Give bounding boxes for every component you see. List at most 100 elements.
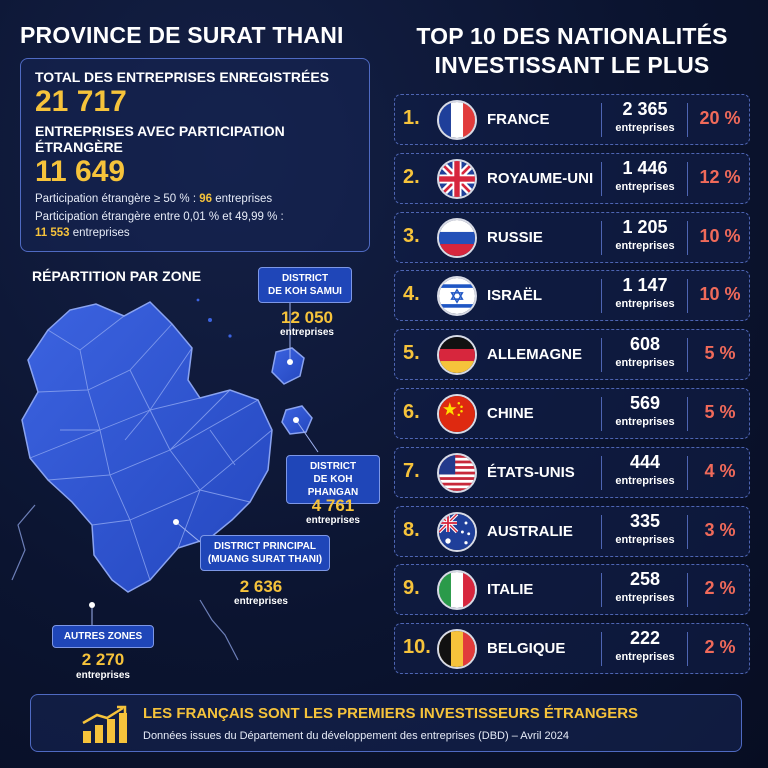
percentage: 2 % [704, 637, 736, 658]
country-name: AUSTRALIE [487, 522, 573, 540]
islet [208, 318, 212, 322]
ranking-row: 9. ITALIE 258 entreprises 2 % [394, 564, 750, 616]
row-divider [687, 514, 688, 549]
row-divider [601, 279, 602, 314]
country-name: FRANCE [487, 111, 550, 128]
usa-flag [437, 452, 477, 493]
country-name: BELGIQUE [487, 640, 566, 658]
row-divider [687, 455, 688, 490]
zone-koh-samui-value: 12 050 [281, 308, 333, 327]
zone-callout-other-zones: AUTRES ZONES [52, 625, 154, 648]
russia-flag [437, 217, 477, 258]
uk-flag [437, 158, 477, 199]
percentage: 20 % [699, 108, 741, 128]
participation-majority-text: Participation étrangère ≥ 50 % : [35, 193, 197, 205]
row-divider [601, 220, 602, 255]
border-line-west [11, 504, 36, 581]
percentage: 4 % [704, 460, 736, 481]
france-flag [437, 100, 477, 140]
company-count: 608 [629, 334, 661, 355]
zone-main-district-unit: entreprises [234, 596, 288, 607]
company-count-unit: entreprises [615, 122, 675, 134]
country-name: ROYAUME-UNI [487, 169, 594, 187]
country-name: RUSSIE [487, 228, 543, 246]
rank-number: 10. [403, 636, 431, 659]
rank-number: 9. [403, 577, 420, 600]
row-divider [601, 397, 602, 431]
zone-koh-samui-unit: entreprises [280, 327, 334, 338]
company-count-unit: entreprises [615, 651, 675, 664]
company-count: 569 [629, 393, 661, 413]
row-divider [601, 338, 602, 373]
ranking-row: 6. CHINE 569 entreprises 5 % [394, 388, 750, 439]
country-name: CHINE [487, 405, 534, 422]
company-count: 1 147 [622, 275, 668, 296]
company-count-unit: entreprises [615, 592, 675, 605]
zone-koh-phangan-value: 4 761 [311, 496, 355, 515]
ranking-row: 10. BELGIQUE 222 entreprises 2 % [394, 623, 750, 675]
company-count-unit: entreprises [615, 180, 675, 193]
row-divider [687, 279, 688, 314]
province-stats-box: TOTAL DES ENTREPRISES ENREGISTRÉES 21 71… [20, 58, 370, 252]
ranking-row: 4. ISRAËL 1 147 entreprises 10 % [394, 270, 750, 322]
zone-other-zones-line1: AUTRES ZONES [63, 631, 143, 642]
zone-main-district-line2: (MUANG SURAT THANI) [207, 554, 323, 565]
rank-number: 5. [403, 342, 420, 365]
koh-phangan-leader [295, 419, 319, 453]
footer-banner: LES FRANÇAIS SONT LES PREMIERS INVESTISS… [30, 694, 742, 752]
rank-number: 7. [403, 459, 420, 482]
foreign-value: 11 649 [35, 155, 126, 188]
percentage: 5 % [704, 402, 736, 422]
ranking-row: 2. ROYAUME-UNI 1 446 entreprises 12 % [394, 152, 750, 204]
row-divider [687, 632, 688, 667]
ranking-row: 1. FRANCE 2 365 entreprises 20 % [394, 94, 750, 145]
row-divider [687, 397, 688, 431]
country-name: ISRAËL [487, 287, 543, 305]
zone-callout-main-district: DISTRICT PRINCIPAL (MUANG SURAT THANI) [200, 535, 330, 571]
percentage: 12 % [699, 166, 741, 187]
zone-koh-samui-line2: DE KOH SAMUI [268, 286, 342, 297]
koh-samui-dot [287, 359, 293, 365]
company-count-unit: entreprises [615, 239, 675, 252]
zone-callout-koh-phangan: DISTRICT DE KOH PHANGAN [286, 455, 380, 504]
zone-main-district-value: 2 636 [239, 577, 283, 596]
zone-koh-samui-line1: DISTRICT [281, 273, 329, 284]
percentage: 10 % [699, 284, 741, 305]
percentage: 3 % [704, 519, 736, 540]
row-divider [687, 161, 688, 196]
foreign-label: ENTREPRISES AVEC PARTICIPATION ÉTRANGÈRE [35, 123, 285, 155]
company-count-unit: entreprises [615, 416, 675, 428]
row-divider [601, 573, 602, 608]
ranking-title-line1: TOP 10 DES NATIONALITÉS [416, 23, 728, 49]
company-count: 444 [629, 451, 661, 472]
ranking-title-line2: INVESTISSANT LE PLUS [434, 52, 710, 78]
row-divider [601, 161, 602, 196]
zone-callout-koh-samui: DISTRICT DE KOH SAMUI [258, 267, 352, 303]
islet [196, 298, 200, 302]
germany-flag [437, 335, 477, 376]
row-divider [687, 220, 688, 255]
ranking-row: 7. ÉTATS-UNIS 444 entreprises 4 % [394, 446, 750, 498]
zone-koh-phangan-line2: DE KOH PHANGAN [307, 474, 359, 498]
growth-chart-icon [82, 705, 127, 743]
rank-number: 1. [403, 107, 420, 129]
rank-number: 4. [403, 283, 420, 306]
israel-flag [437, 276, 477, 317]
islet [228, 334, 232, 338]
row-divider [601, 632, 602, 667]
koh-phangan-island [271, 347, 305, 385]
australia-flag [437, 511, 477, 552]
participation-majority: Participation étrangère ≥ 50 % : 96 entr… [35, 193, 355, 205]
participation-majority-value: 96 [199, 193, 213, 205]
province-title: PROVINCE DE SURAT THANI [20, 22, 344, 48]
zone-main-district-line1: DISTRICT PRINCIPAL [213, 541, 317, 552]
country-name: ALLEMAGNE [487, 346, 582, 364]
participation-majority-unit: entreprises [215, 193, 273, 205]
percentage: 5 % [704, 343, 736, 364]
footer-headline: LES FRANÇAIS SONT LES PREMIERS INVESTISS… [143, 705, 639, 722]
company-count: 258 [629, 569, 661, 590]
company-count-unit: entreprises [615, 298, 675, 311]
italy-flag [437, 570, 477, 611]
zone-breakdown-title: RÉPARTITION PAR ZONE [32, 268, 202, 284]
company-count: 335 [629, 510, 661, 531]
